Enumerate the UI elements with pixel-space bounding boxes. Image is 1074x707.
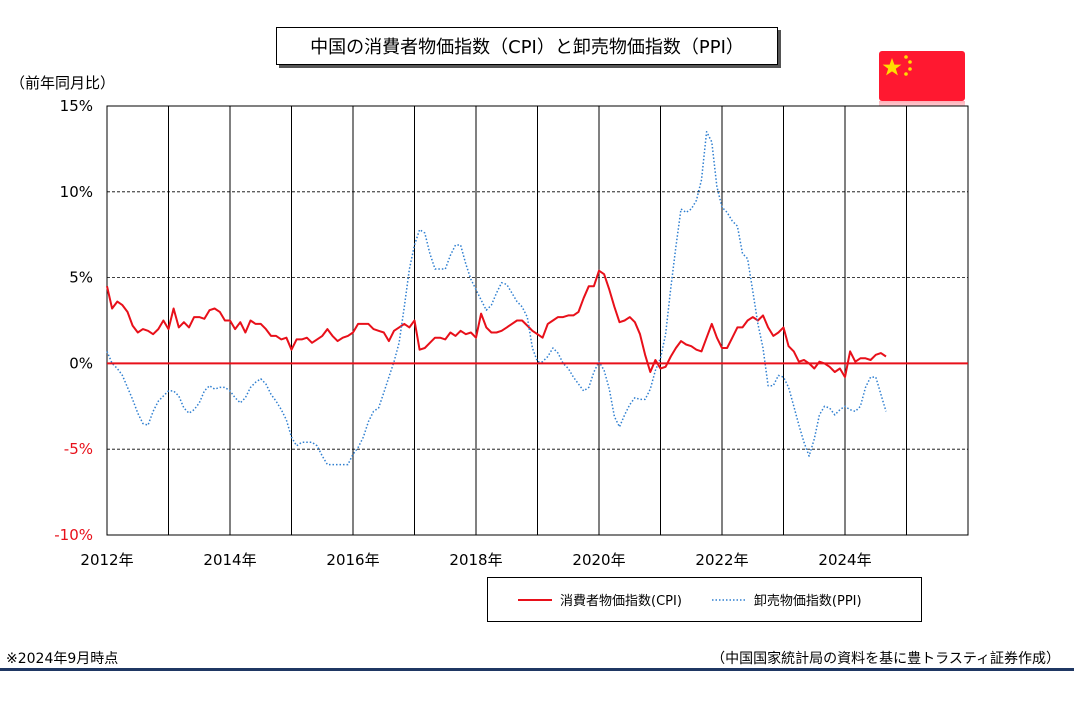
y-axis-note: （前年同月比） [10, 74, 116, 92]
x-tick-label: 2020年 [572, 551, 625, 569]
y-tick-label: 0% [69, 354, 93, 372]
legend-swatch-cpi [518, 598, 552, 601]
cpi-series-line [106, 269, 887, 379]
x-tick-label: 2012年 [80, 551, 133, 569]
chart-title: 中国の消費者物価指数（CPI）と卸売物価指数（PPI） [276, 27, 778, 65]
x-tick-label: 2014年 [203, 551, 256, 569]
x-tick-label: 2018年 [449, 551, 502, 569]
source-note: （中国国家統計局の資料を基に豊トラスティ証券作成） [711, 651, 1060, 667]
y-tick-label: 10% [60, 183, 93, 201]
x-tick-label: 2024年 [818, 551, 871, 569]
bottom-rule [0, 668, 1074, 671]
legend-swatch-ppi [711, 598, 746, 601]
y-tick-label: -5% [64, 440, 93, 458]
y-tick-label: -10% [54, 526, 93, 544]
legend-item-ppi: 卸売物価指数(PPI) [711, 590, 862, 609]
y-tick-label: 15% [60, 97, 93, 115]
legend-item-cpi: 消費者物価指数(CPI) [518, 590, 682, 609]
footnote: ※2024年9月時点 [6, 651, 119, 667]
x-tick-label: 2016年 [326, 551, 379, 569]
ppi-series-line [106, 130, 887, 466]
legend-label-cpi: 消費者物価指数(CPI) [560, 594, 682, 609]
chart-legend: 消費者物価指数(CPI) 卸売物価指数(PPI) [487, 577, 922, 622]
y-tick-label: 5% [69, 269, 93, 287]
legend-label-ppi: 卸売物価指数(PPI) [753, 594, 862, 609]
x-tick-label: 2022年 [695, 551, 748, 569]
